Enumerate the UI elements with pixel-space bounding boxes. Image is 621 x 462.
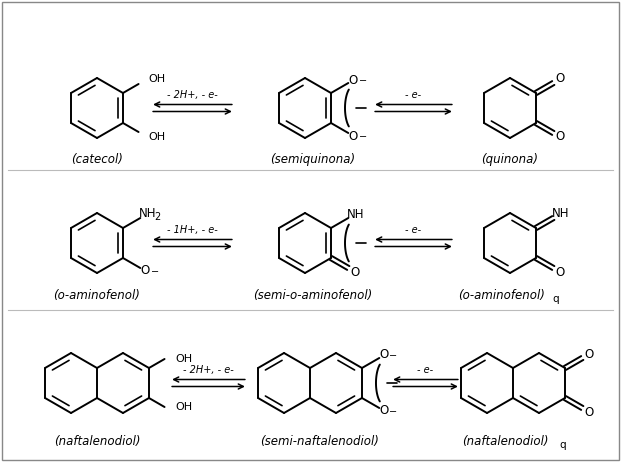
- Text: (semi-o-aminofenol): (semi-o-aminofenol): [253, 288, 373, 302]
- Text: O: O: [556, 73, 565, 85]
- Text: O: O: [556, 266, 565, 279]
- Text: (catecol): (catecol): [71, 153, 123, 166]
- Text: O: O: [584, 347, 594, 360]
- Text: −: −: [358, 132, 366, 142]
- Text: (o-aminofenol): (o-aminofenol): [53, 288, 140, 302]
- Text: q: q: [553, 294, 560, 304]
- Text: - e-: - e-: [406, 90, 422, 100]
- Text: −: −: [389, 351, 397, 361]
- Text: (semi-naftalenodiol): (semi-naftalenodiol): [261, 434, 379, 448]
- Text: - e-: - e-: [417, 365, 433, 375]
- Text: O: O: [380, 405, 389, 418]
- Text: 2: 2: [154, 212, 160, 221]
- Text: NH: NH: [139, 207, 157, 220]
- Text: O: O: [380, 348, 389, 361]
- Text: - 1H+, - e-: - 1H+, - e-: [167, 225, 218, 235]
- Text: O: O: [351, 266, 360, 279]
- Text: −: −: [358, 76, 366, 86]
- Text: OH: OH: [148, 133, 165, 142]
- Text: (semiquinona): (semiquinona): [270, 153, 356, 166]
- Text: NH: NH: [347, 207, 364, 220]
- Text: NH: NH: [552, 207, 570, 220]
- Text: OH: OH: [148, 73, 165, 84]
- Text: O: O: [584, 406, 594, 419]
- Text: OH: OH: [176, 402, 193, 412]
- Text: (naftalenodiol): (naftalenodiol): [54, 434, 140, 448]
- Text: (o-aminofenol): (o-aminofenol): [458, 288, 545, 302]
- Text: q: q: [560, 440, 566, 450]
- Text: (naftalenodiol): (naftalenodiol): [462, 434, 548, 448]
- Text: - 2H+, - e-: - 2H+, - e-: [183, 365, 234, 375]
- Text: −: −: [389, 407, 397, 417]
- Text: - e-: - e-: [406, 225, 422, 235]
- Text: - 2H+, - e-: - 2H+, - e-: [167, 90, 218, 100]
- Text: −: −: [150, 267, 158, 277]
- Text: O: O: [349, 73, 358, 86]
- Text: (quinona): (quinona): [481, 153, 538, 166]
- Text: O: O: [141, 265, 150, 278]
- Text: O: O: [349, 129, 358, 142]
- Text: OH: OH: [176, 354, 193, 364]
- Text: O: O: [556, 130, 565, 144]
